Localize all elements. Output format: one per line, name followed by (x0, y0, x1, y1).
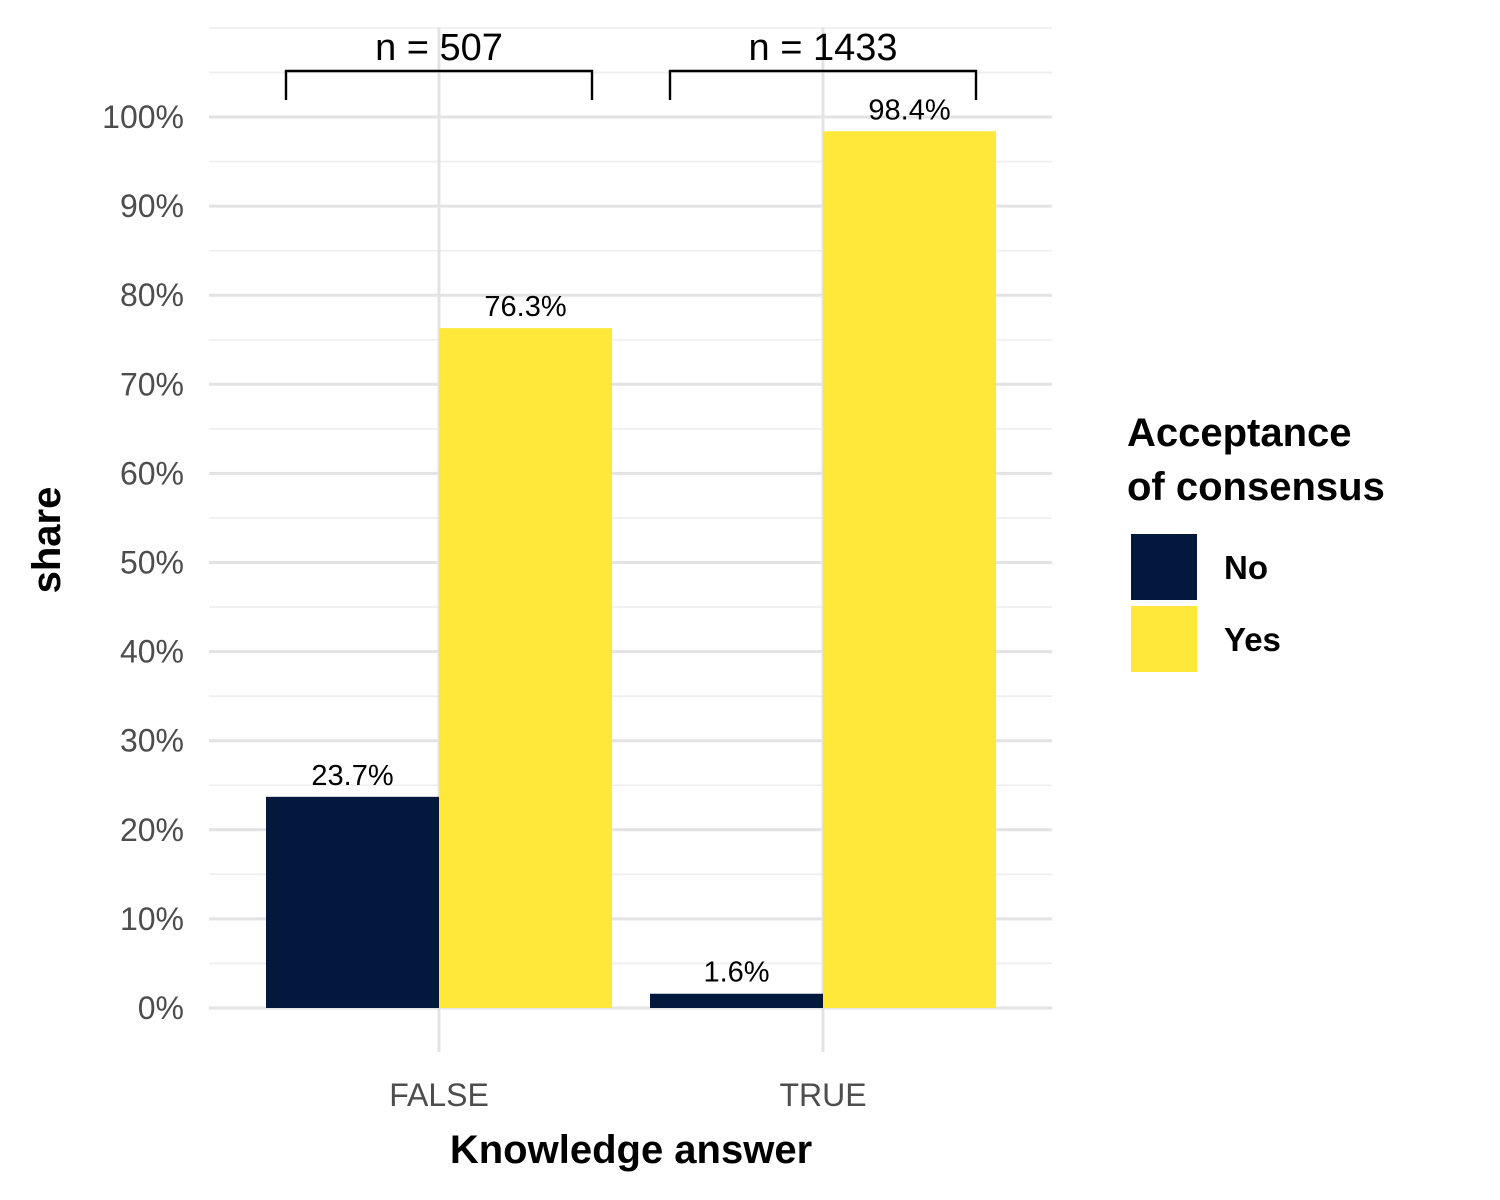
legend: Acceptance of consensus No Yes (1127, 411, 1385, 672)
x-tick-label-true: TRUE (779, 1077, 866, 1113)
data-label-false-yes: 76.3% (484, 291, 566, 323)
bar-false-yes (439, 328, 612, 1008)
y-tick-label: 20% (120, 812, 184, 848)
y-tick-label: 70% (120, 366, 184, 402)
sample-size-label-false: n = 507 (375, 27, 503, 69)
data-labels: 23.7% 76.3% 1.6% 98.4% (311, 94, 950, 988)
y-tick-label: 10% (120, 901, 184, 937)
y-tick-label: 100% (102, 99, 184, 135)
y-tick-label: 50% (120, 545, 184, 581)
y-tick-label: 80% (120, 277, 184, 313)
x-tick-label-false: FALSE (389, 1077, 489, 1113)
bracket-true (668, 69, 978, 100)
y-tick-label: 60% (120, 455, 184, 491)
y-tick-label: 0% (138, 990, 184, 1026)
sample-size-label-true: n = 1433 (749, 27, 898, 69)
bracket-false (284, 69, 594, 100)
legend-key-no (1131, 534, 1197, 600)
bar-false-no (266, 796, 439, 1008)
data-label-false-no: 23.7% (311, 760, 393, 792)
legend-key-yes (1131, 606, 1197, 672)
y-axis-title: share (25, 487, 69, 594)
axes: Knowledge answer share 0% 10% 20% 30% 40% 50%… (25, 99, 867, 1172)
y-tick-label: 30% (120, 723, 184, 759)
bars (266, 131, 996, 1009)
legend-title-line-1: Acceptance (1127, 411, 1352, 455)
data-label-true-no: 1.6% (703, 957, 769, 989)
y-tick-label: 90% (120, 188, 184, 224)
legend-label-no: No (1224, 549, 1268, 586)
legend-title-line-2: of consensus (1127, 465, 1385, 509)
sample-size-annotations: n = 507 n = 1433 (284, 27, 978, 100)
bar-true-yes (823, 131, 996, 1009)
legend-label-yes: Yes (1224, 621, 1281, 658)
data-label-true-yes: 98.4% (868, 94, 950, 126)
y-tick-label: 40% (120, 634, 184, 670)
bar-true-no (650, 993, 823, 1008)
x-axis-title: Knowledge answer (450, 1128, 812, 1172)
